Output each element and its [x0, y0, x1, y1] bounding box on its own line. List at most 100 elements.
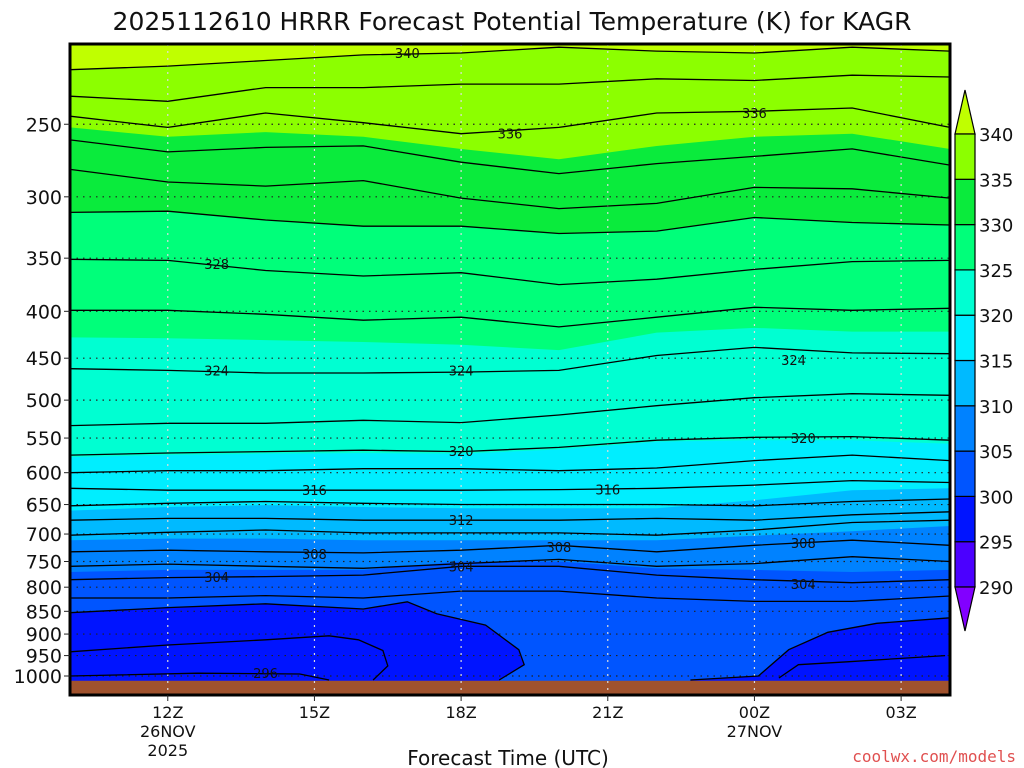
contour-label: 336: [498, 128, 523, 143]
contour-line-340: [70, 46, 950, 71]
contour-line-314: [70, 498, 950, 507]
colorbar-segment-305: [954, 405, 976, 452]
colorbar-segment-325: [954, 224, 976, 271]
colorbar-label: 330: [979, 216, 1013, 237]
colorbar-label: 305: [979, 442, 1013, 463]
y-tick-label: 850: [26, 601, 62, 623]
x-tick-label: 00Z: [739, 703, 770, 722]
contour-line-322: [70, 393, 950, 427]
contour-line-298: [70, 635, 389, 681]
contour-line-330: [70, 210, 950, 235]
y-tick-label: 350: [26, 248, 62, 270]
colorbar-segment-310: [954, 359, 976, 407]
contour-label: 336: [742, 107, 767, 122]
y-tick-label: 450: [26, 348, 62, 370]
contour-label: 308: [302, 548, 327, 563]
contour-line-310: [70, 519, 950, 536]
contour-label: 304: [449, 560, 474, 575]
contour-line-324: [70, 346, 950, 374]
x-tick-label: 18Z: [445, 703, 476, 722]
x-axis-label: Forecast Time (UTC): [407, 746, 609, 768]
colorbar-label: 310: [979, 397, 1013, 418]
y-tick-label: 700: [26, 524, 62, 546]
contour-line-334: [70, 139, 950, 175]
contour-line-306: [70, 556, 950, 569]
contour-label: 324: [781, 354, 806, 369]
colorbar-segment-290: [954, 541, 976, 588]
colorbar-segment-315: [954, 314, 976, 362]
contour-line-328: [70, 258, 950, 286]
y-tick-label: 300: [26, 187, 62, 209]
contour-label: 312: [449, 514, 474, 529]
contour-labels: 340 336 336 328 324 324 324 320 320 316 316 312 308 3…: [204, 47, 815, 682]
contour-label: 320: [449, 445, 474, 460]
colorbar-label: 320: [979, 306, 1013, 327]
x-tick-label: 03Z: [885, 703, 916, 722]
fill-band-below-300: [690, 617, 950, 695]
y-tick-label: 500: [26, 390, 62, 412]
contour-label: 304: [791, 578, 816, 593]
contour-line-300: [70, 601, 525, 681]
contour-label: 316: [302, 484, 327, 499]
contour-line-338: [70, 74, 950, 102]
y-tick-label: 750: [26, 552, 62, 574]
contour-line-300: [690, 617, 950, 681]
contour-line-304: [70, 565, 950, 584]
y-tick-label: 250: [26, 114, 62, 136]
contour-label: 340: [395, 47, 420, 62]
y-tick-label: 400: [26, 301, 62, 323]
colorbar-label: 295: [979, 533, 1013, 554]
contour-line-296: [70, 672, 330, 681]
colorbar-label: 315: [979, 352, 1013, 373]
colorbar-segment-335: [954, 133, 976, 180]
x-tick-label: 21Z: [592, 703, 623, 722]
colorbar-min-arrow: [954, 586, 976, 632]
contour-label: 328: [204, 258, 229, 273]
y-tick-label: 800: [26, 577, 62, 599]
colorbar-label: 340: [979, 125, 1013, 146]
contour-line-326: [70, 306, 950, 328]
x-tick-label: 12Z: [152, 703, 183, 722]
y-tick-label: 1000: [14, 666, 62, 688]
colorbar-label: 290: [979, 578, 1013, 599]
y-tick-label: 950: [26, 646, 62, 668]
colorbar-label: 300: [979, 487, 1013, 508]
y-axis: 2503003504004505005506006507007508008509…: [14, 114, 70, 688]
contour-label: 324: [204, 364, 229, 379]
colorbar-segment-295: [954, 495, 976, 543]
contour-line-332: [70, 168, 950, 210]
y-tick-label: 650: [26, 495, 62, 517]
y-tick-label: 550: [26, 428, 62, 450]
contour-line-316: [70, 479, 950, 491]
y-tick-label: 900: [26, 624, 62, 646]
contour-line-312: [70, 511, 950, 521]
colorbar-segment-320: [954, 269, 976, 316]
y-tick-label: 600: [26, 463, 62, 485]
fill-band-below-300: [70, 601, 525, 695]
contour-lines: [70, 46, 950, 681]
contour-label: 324: [449, 364, 474, 379]
contour-line-336: [70, 107, 950, 135]
contour-label: 320: [791, 432, 816, 447]
contour-label: 304: [204, 571, 229, 586]
colorbar-label: 325: [979, 261, 1013, 282]
colorbar: 290 295 300 305 310 315 320 325 330 335 340: [954, 89, 1013, 632]
contour-label: 308: [546, 541, 571, 556]
credit-link[interactable]: coolwx.com/models: [852, 747, 1016, 766]
contour-line-320: [70, 435, 950, 456]
contour-label: 316: [595, 484, 620, 499]
x-tick-label: 27NOV: [727, 722, 783, 741]
ground: [70, 680, 950, 695]
contour-line-308: [70, 539, 950, 554]
contour-line-302: [70, 590, 950, 603]
chart-title: 2025112610 HRRR Forecast Potential Tempe…: [113, 7, 912, 36]
colorbar-label: 335: [979, 170, 1013, 191]
contour-label: 308: [791, 537, 816, 552]
plot-frame: [68, 42, 952, 697]
x-tick-label: 15Z: [299, 703, 330, 722]
x-tick-label: 26NOV: [140, 722, 196, 741]
colorbar-segment-300: [954, 450, 976, 498]
contour-line-318: [70, 454, 950, 474]
